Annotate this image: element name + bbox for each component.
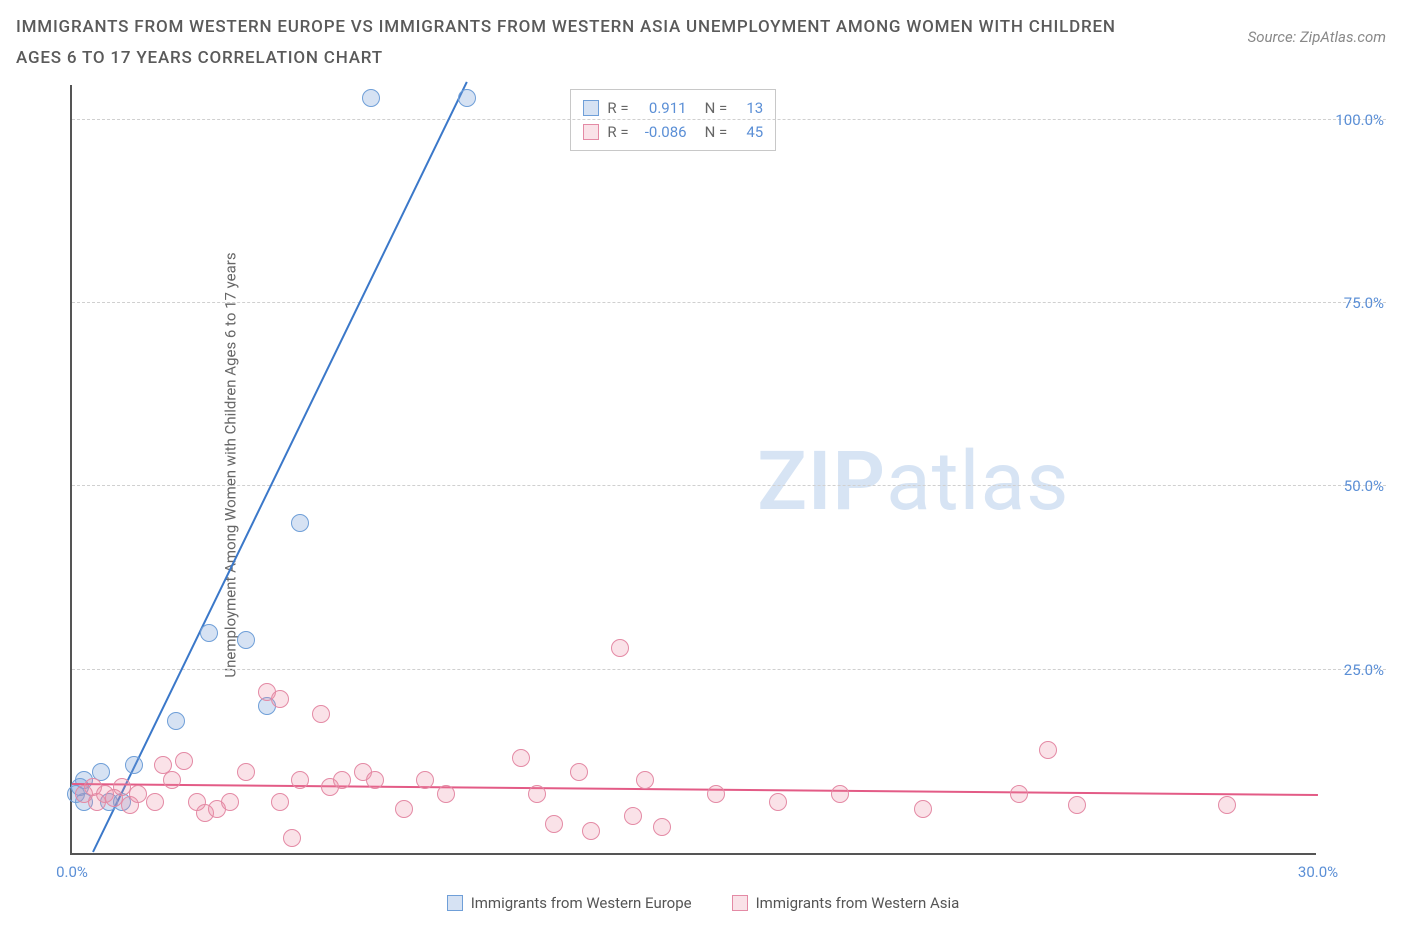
trend-line-asia [72,783,1318,796]
data-point-asia [146,793,164,811]
data-point-asia [1010,785,1028,803]
data-point-asia [395,800,413,818]
bottom-legend: Immigrants from Western Europe Immigrants… [0,894,1406,912]
y-tick-label: 100.0% [1335,111,1384,129]
data-point-asia [437,785,455,803]
data-point-asia [636,771,654,789]
data-point-asia [175,752,193,770]
data-point-asia [291,771,309,789]
data-point-asia [1039,741,1057,759]
data-point-europe [291,514,309,532]
n-value-asia: 45 [735,120,763,144]
watermark-light: atlas [886,434,1069,530]
r-value-asia: -0.086 [637,120,687,144]
gridline [72,669,1386,670]
data-point-asia [283,829,301,847]
legend-swatch-asia [583,124,599,140]
x-tick-label: 0.0% [56,863,88,881]
data-point-asia [163,771,181,789]
data-point-asia [416,771,434,789]
r-label: R = [607,96,628,120]
source-name: ZipAtlas.com [1300,28,1386,46]
data-point-asia [582,822,600,840]
data-point-asia [129,785,147,803]
data-point-asia [624,807,642,825]
data-point-asia [545,815,563,833]
data-point-asia [528,785,546,803]
watermark: ZIPatlas [757,434,1069,530]
data-point-asia [831,785,849,803]
bottom-legend-item-asia: Immigrants from Western Asia [732,894,960,912]
data-point-asia [707,785,725,803]
legend-swatch-asia [732,895,748,911]
legend-swatch-europe [583,100,599,116]
y-tick-label: 75.0% [1344,294,1384,312]
data-point-europe [125,756,143,774]
series-name-europe: Immigrants from Western Europe [471,894,692,912]
data-point-asia [113,778,131,796]
data-point-europe [362,89,380,107]
bottom-legend-item-europe: Immigrants from Western Europe [447,894,692,912]
gridline [72,302,1386,303]
stats-legend: R = 0.911 N = 13 R = -0.086 N = 45 [570,89,776,151]
data-point-asia [914,800,932,818]
trend-line-europe [92,82,468,853]
data-point-asia [271,793,289,811]
chart-title: IMMIGRANTS FROM WESTERN EUROPE VS IMMIGR… [16,12,1116,73]
data-point-asia [570,763,588,781]
data-point-asia [312,705,330,723]
data-point-asia [271,690,289,708]
plot-area: ZIPatlas R =0.911N =13R =-0.086N =45 25.… [70,85,1316,855]
r-label: R = [607,120,628,144]
stats-legend-row-asia: R = -0.086 N = 45 [583,120,763,144]
data-point-asia [653,818,671,836]
data-point-asia [1218,796,1236,814]
y-tick-label: 50.0% [1344,477,1384,495]
data-point-asia [611,639,629,657]
data-point-asia [512,749,530,767]
data-point-europe [200,624,218,642]
source-prefix: Source: [1248,28,1300,46]
series-name-asia: Immigrants from Western Asia [756,894,960,912]
stats-legend-row-europe: R = 0.911 N = 13 [583,96,763,120]
n-value-europe: 13 [735,96,763,120]
legend-swatch-europe [447,895,463,911]
chart-header: IMMIGRANTS FROM WESTERN EUROPE VS IMMIGR… [16,12,1390,73]
r-value-europe: 0.911 [637,96,687,120]
gridline [72,119,1386,120]
data-point-europe [167,712,185,730]
data-point-asia [769,793,787,811]
n-label: N = [705,120,728,144]
data-point-asia [366,771,384,789]
source-attribution: Source: ZipAtlas.com [1248,28,1386,46]
y-tick-label: 25.0% [1344,661,1384,679]
data-point-europe [458,89,476,107]
data-point-asia [1068,796,1086,814]
chart-container: ZIPatlas R = 0.911 N = 13 R = -0.086 N = 45 25.… [60,85,1386,880]
data-point-europe [237,631,255,649]
x-tick-label: 30.0% [1298,863,1338,881]
data-point-asia [333,771,351,789]
data-point-asia [237,763,255,781]
data-point-asia [221,793,239,811]
n-label: N = [705,96,728,120]
watermark-bold: ZIP [757,434,886,530]
